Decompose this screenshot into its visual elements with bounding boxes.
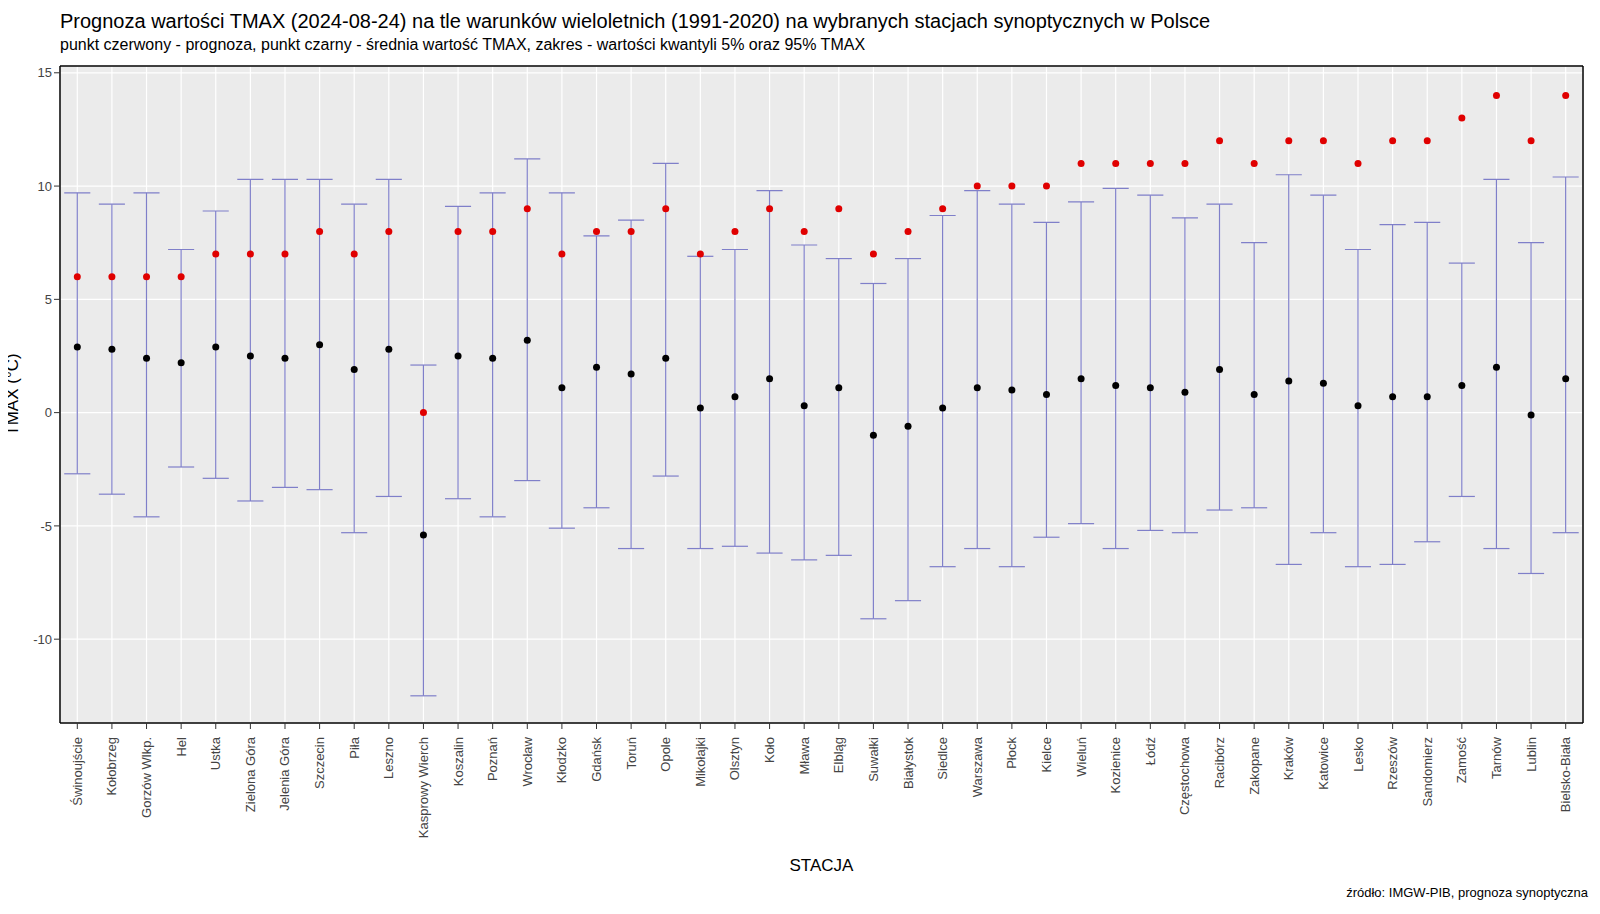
svg-text:15: 15: [38, 65, 52, 80]
svg-text:Płock: Płock: [1004, 737, 1019, 769]
svg-text:Kołobrzeg: Kołobrzeg: [104, 737, 119, 796]
svg-text:Opole: Opole: [658, 737, 673, 772]
svg-text:Koło: Koło: [762, 737, 777, 763]
svg-text:Zielona Góra: Zielona Góra: [243, 736, 258, 812]
svg-text:Katowice: Katowice: [1316, 737, 1331, 790]
svg-text:Kozienice: Kozienice: [1108, 737, 1123, 793]
svg-text:10: 10: [38, 179, 52, 194]
svg-text:Warszawa: Warszawa: [970, 736, 985, 797]
svg-text:Wieluń: Wieluń: [1074, 737, 1089, 777]
svg-text:Elbląg: Elbląg: [831, 737, 846, 773]
svg-text:Kłodzko: Kłodzko: [554, 737, 569, 783]
svg-text:Bielsko-Biała: Bielsko-Biała: [1558, 736, 1573, 812]
svg-text:Gdańsk: Gdańsk: [589, 737, 604, 782]
html-text:źródło: IMGW-PIB, prognoza syn: źródło: IMGW-PIB, prognoza synoptyczna: [1346, 885, 1588, 900]
svg-text:Lesko: Lesko: [1351, 737, 1366, 772]
svg-text:-10: -10: [33, 632, 52, 647]
svg-text:Olsztyn: Olsztyn: [727, 737, 742, 780]
svg-text:Jelenia Góra: Jelenia Góra: [277, 736, 292, 810]
svg-text:Mikołajki: Mikołajki: [693, 737, 708, 787]
svg-text:Łódź: Łódź: [1143, 737, 1158, 765]
svg-text:Piła: Piła: [347, 736, 362, 758]
svg-text:Leszno: Leszno: [381, 737, 396, 779]
svg-text:Kielce: Kielce: [1039, 737, 1054, 772]
svg-text:Toruń: Toruń: [624, 737, 639, 770]
svg-text:Ustka: Ustka: [208, 736, 223, 770]
svg-text:Poznań: Poznań: [485, 737, 500, 781]
svg-text:-5: -5: [40, 519, 52, 534]
svg-text:Racibórz: Racibórz: [1212, 737, 1227, 788]
svg-text:Sandomierz: Sandomierz: [1420, 737, 1435, 806]
svg-text:Tarnów: Tarnów: [1489, 736, 1504, 779]
html-text:punkt czerwony - prognoza, pun: punkt czerwony - prognoza, punkt czarny …: [60, 36, 865, 53]
svg-text:Lublin: Lublin: [1524, 737, 1539, 772]
svg-text:Gorzów Wlkp.: Gorzów Wlkp.: [139, 737, 154, 818]
svg-text:Szczecin: Szczecin: [312, 737, 327, 789]
svg-text:STACJA: STACJA: [790, 856, 855, 875]
svg-text:5: 5: [45, 292, 52, 307]
svg-text:Świnoujście: Świnoujście: [70, 737, 85, 806]
html-text:Prognoza wartości TMAX (2024-0: Prognoza wartości TMAX (2024-08-24) na t…: [60, 10, 1211, 32]
svg-text:Częstochowa: Częstochowa: [1177, 736, 1192, 815]
svg-text:Suwałki: Suwałki: [866, 737, 881, 782]
svg-text:TMAX (°C): TMAX (°C): [8, 353, 22, 435]
svg-text:Koszalin: Koszalin: [451, 737, 466, 786]
svg-text:Zakopane: Zakopane: [1247, 737, 1262, 795]
svg-text:Rzeszów: Rzeszów: [1385, 736, 1400, 789]
svg-text:Zamość: Zamość: [1454, 737, 1469, 784]
svg-text:Mława: Mława: [797, 736, 812, 774]
svg-text:Kasprowy Wierch: Kasprowy Wierch: [416, 737, 431, 838]
svg-text:0: 0: [45, 405, 52, 420]
svg-text:Hel: Hel: [174, 737, 189, 757]
svg-text:Wrocław: Wrocław: [520, 736, 535, 786]
svg-text:Białystok: Białystok: [901, 737, 916, 790]
svg-text:Siedlce: Siedlce: [935, 737, 950, 780]
svg-text:Kraków: Kraków: [1281, 736, 1296, 780]
